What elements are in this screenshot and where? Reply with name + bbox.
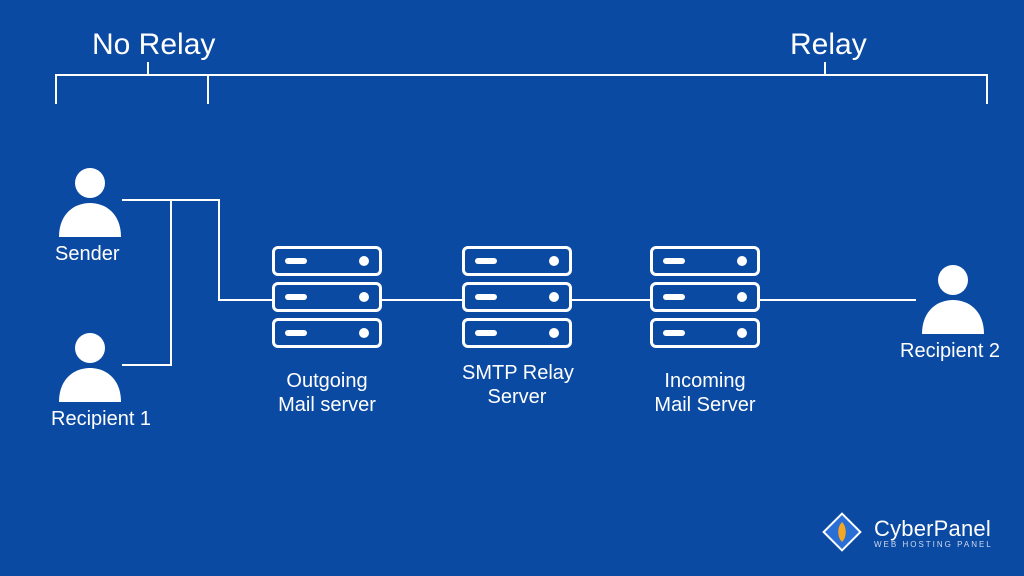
server-icon (650, 246, 760, 276)
server-icon (462, 318, 572, 348)
server-icon (272, 282, 382, 312)
label-smtp-1: SMTP Relay (462, 362, 572, 385)
server-icon (462, 282, 572, 312)
node-sender (55, 165, 125, 237)
node-smtp-server (462, 246, 572, 354)
server-icon (272, 246, 382, 276)
label-outgoing-2: Mail server (272, 394, 382, 417)
server-icon (462, 246, 572, 276)
label-incoming-1: Incoming (650, 370, 760, 393)
connector (170, 199, 172, 366)
server-icon (650, 282, 760, 312)
node-outgoing-server (272, 246, 382, 354)
label-incoming-2: Mail Server (650, 394, 760, 417)
bracket-top (55, 74, 988, 76)
person-icon (918, 262, 988, 334)
label-smtp-2: Server (462, 386, 572, 409)
node-recipient2 (918, 262, 988, 334)
bracket-down-right (986, 74, 988, 104)
connector (572, 299, 650, 301)
connector (218, 299, 272, 301)
connector (382, 299, 462, 301)
label-recipient2: Recipient 2 (900, 340, 1000, 363)
person-icon (55, 330, 125, 402)
logo-tagline: WEB HOSTING PANEL (874, 540, 993, 549)
person-icon (55, 165, 125, 237)
server-icon (272, 318, 382, 348)
logo-brand-text: CyberPanel (874, 516, 993, 542)
connector (760, 299, 916, 301)
connector (218, 199, 220, 301)
brand-logo: CyberPanel WEB HOSTING PANEL (820, 510, 993, 554)
bracket-down-split (207, 74, 209, 104)
label-outgoing-1: Outgoing (272, 370, 382, 393)
connector (122, 364, 172, 366)
node-recipient1 (55, 330, 125, 402)
node-incoming-server (650, 246, 760, 354)
label-sender: Sender (55, 243, 120, 266)
label-recipient1: Recipient 1 (51, 408, 151, 431)
server-icon (650, 318, 760, 348)
heading-relay: Relay (790, 28, 867, 62)
heading-no-relay: No Relay (92, 28, 215, 62)
logo-icon (820, 510, 864, 554)
diagram-canvas: No Relay Relay Sender Recipient 1 Outgoi… (0, 0, 1024, 576)
bracket-down-left (55, 74, 57, 104)
